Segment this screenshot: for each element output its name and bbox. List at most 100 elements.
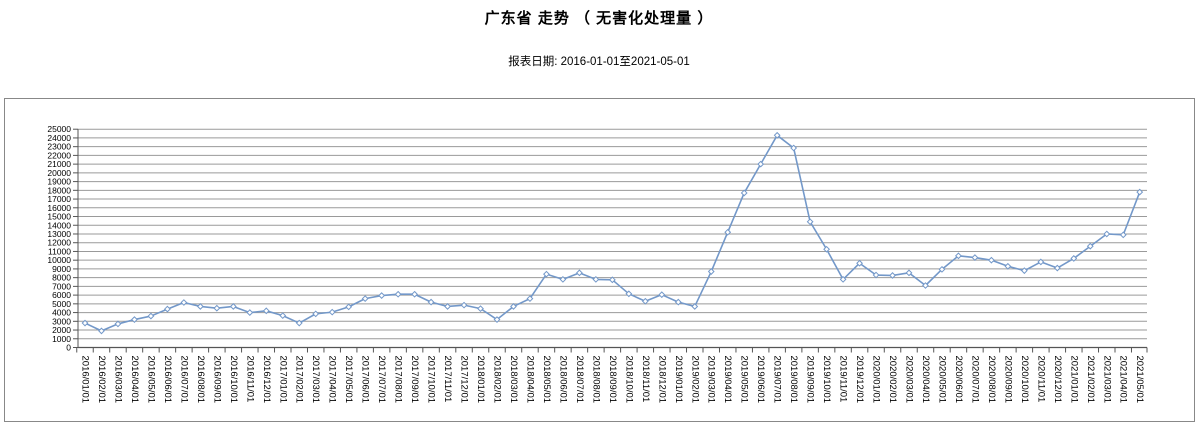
- x-axis-tick-label: 2016/07/01: [178, 356, 189, 404]
- data-point-marker: [1119, 231, 1127, 239]
- x-axis-tick-label: 2016/10/01: [228, 356, 239, 404]
- data-point-marker: [131, 316, 138, 323]
- x-axis-tick-label: 2017/05/01: [343, 356, 354, 404]
- data-point-marker: [312, 310, 320, 318]
- x-axis-tick-label: 2021/05/01: [1134, 356, 1145, 404]
- data-point-marker: [180, 299, 188, 306]
- y-axis-tick-label: 13000: [47, 229, 71, 239]
- data-point-marker: [592, 275, 600, 283]
- y-axis-tick-label: 0: [66, 343, 71, 353]
- data-point-marker: [378, 292, 386, 299]
- data-point-marker: [823, 245, 831, 253]
- x-axis-tick-label: 2016/09/01: [211, 356, 222, 404]
- x-axis-tick-label: 2020/07/01: [969, 356, 980, 404]
- data-point-marker: [1037, 258, 1045, 266]
- data-point-marker: [790, 144, 798, 152]
- data-point-marker: [279, 312, 287, 320]
- data-point-marker: [262, 307, 270, 315]
- x-axis-tick-label: 2018/04/01: [524, 356, 535, 404]
- data-point-marker: [510, 303, 517, 310]
- data-point-marker: [905, 269, 913, 277]
- x-axis-tick-label: 2021/04/01: [1118, 356, 1129, 404]
- data-point-marker: [1136, 188, 1144, 196]
- x-axis-tick-label: 2018/01/01: [475, 356, 486, 404]
- data-point-marker: [427, 298, 435, 306]
- data-point-marker: [955, 252, 962, 260]
- data-point-marker: [757, 160, 765, 168]
- x-axis-tick-label: 2017/10/01: [426, 356, 437, 404]
- data-point-marker: [839, 275, 847, 283]
- data-point-marker: [856, 259, 863, 267]
- data-point-marker: [295, 319, 303, 327]
- chart-frame: 0 1000 2000 3000 4000 5000 6000 7000 8000 9000 100…: [4, 98, 1195, 422]
- x-axis-tick-label: 2018/02/01: [492, 356, 503, 404]
- x-axis-tick-label: 2018/11/01: [640, 356, 651, 403]
- y-axis-tick-label: 8000: [52, 273, 71, 283]
- data-point-marker: [625, 290, 633, 298]
- y-axis-tick-label: 25000: [47, 124, 71, 134]
- y-axis-tick-label: 10000: [47, 255, 71, 265]
- x-axis-tick-label: 2021/02/01: [1085, 356, 1096, 404]
- x-axis-tick-label: 2021/03/01: [1101, 356, 1112, 404]
- x-axis-tick-label: 2019/06/01: [755, 356, 766, 404]
- x-axis-tick-label: 2020/12/01: [1052, 356, 1063, 404]
- data-point-marker: [1070, 255, 1078, 262]
- x-axis-tick-label: 2016/06/01: [162, 356, 173, 404]
- y-axis-tick-label: 7000: [52, 281, 71, 291]
- data-point-marker: [971, 254, 979, 261]
- x-axis-tick-label: 2017/09/01: [409, 356, 420, 404]
- y-axis-tick-label: 16000: [47, 203, 71, 213]
- y-axis-tick-label: 6000: [52, 290, 71, 300]
- y-axis-tick-label: 24000: [47, 133, 71, 143]
- x-axis-tick-label: 2019/09/01: [805, 356, 816, 404]
- data-point-marker: [987, 256, 995, 264]
- x-axis-tick-label: 2019/07/01: [772, 356, 783, 404]
- x-axis-tick-label: 2017/06/01: [360, 356, 371, 404]
- y-axis-tick-label: 17000: [47, 194, 71, 204]
- data-point-marker: [328, 308, 336, 316]
- x-axis-tick-label: 2016/02/01: [96, 356, 107, 404]
- data-point-marker: [658, 291, 666, 299]
- data-point-marker: [773, 131, 781, 139]
- x-axis-tick-label: 2019/10/01: [821, 356, 832, 404]
- x-axis-tick-label: 2017/04/01: [327, 356, 338, 404]
- data-point-marker: [543, 270, 550, 278]
- x-axis-tick-label: 2019/05/01: [739, 356, 750, 404]
- y-axis-tick-label: 20000: [47, 168, 71, 178]
- x-axis-tick-label: 2020/10/01: [1019, 356, 1030, 404]
- data-point-marker: [477, 305, 484, 313]
- x-axis-tick-label: 2016/11/01: [244, 356, 255, 403]
- data-point-marker: [1020, 267, 1028, 275]
- x-axis-tick-label: 2018/08/01: [590, 356, 601, 404]
- x-axis-tick-label: 2019/08/01: [788, 356, 799, 404]
- trend-line: [84, 134, 1141, 332]
- y-axis-tick-label: 21000: [47, 159, 71, 169]
- data-point-marker: [938, 265, 946, 273]
- x-axis-tick-label: 2019/11/01: [838, 356, 849, 403]
- x-axis-tick-label: 2017/11/01: [442, 356, 453, 403]
- data-point-marker: [460, 301, 468, 309]
- data-point-marker: [493, 316, 501, 323]
- data-point-marker: [394, 290, 402, 298]
- y-axis-tick-label: 2000: [52, 325, 71, 335]
- chart-subtitle: 报表日期: 2016-01-01至2021-05-01: [508, 56, 690, 68]
- data-point-marker: [872, 271, 880, 279]
- y-axis-tick-label: 3000: [52, 316, 71, 326]
- data-point-marker: [81, 319, 89, 327]
- data-point-marker: [229, 303, 237, 310]
- x-axis-tick-label: 2018/07/01: [574, 356, 585, 404]
- y-axis-tick-label: 1000: [52, 334, 71, 344]
- x-axis-tick-label: 2017/08/01: [393, 356, 404, 404]
- x-axis-tick-label: 2018/09/01: [607, 356, 618, 404]
- data-point-marker: [889, 272, 896, 279]
- data-point-marker: [608, 276, 616, 284]
- data-point-marker: [575, 269, 583, 277]
- x-axis-tick-label: 2019/01/01: [673, 356, 684, 404]
- x-axis-tick-label: 2020/03/01: [904, 356, 915, 404]
- y-axis-tick-label: 15000: [47, 212, 71, 222]
- x-axis-tick-label: 2020/08/01: [986, 356, 997, 404]
- y-axis-tick-label: 19000: [47, 177, 71, 187]
- y-axis-tick-label: 12000: [47, 238, 71, 248]
- data-point-marker: [1103, 230, 1111, 238]
